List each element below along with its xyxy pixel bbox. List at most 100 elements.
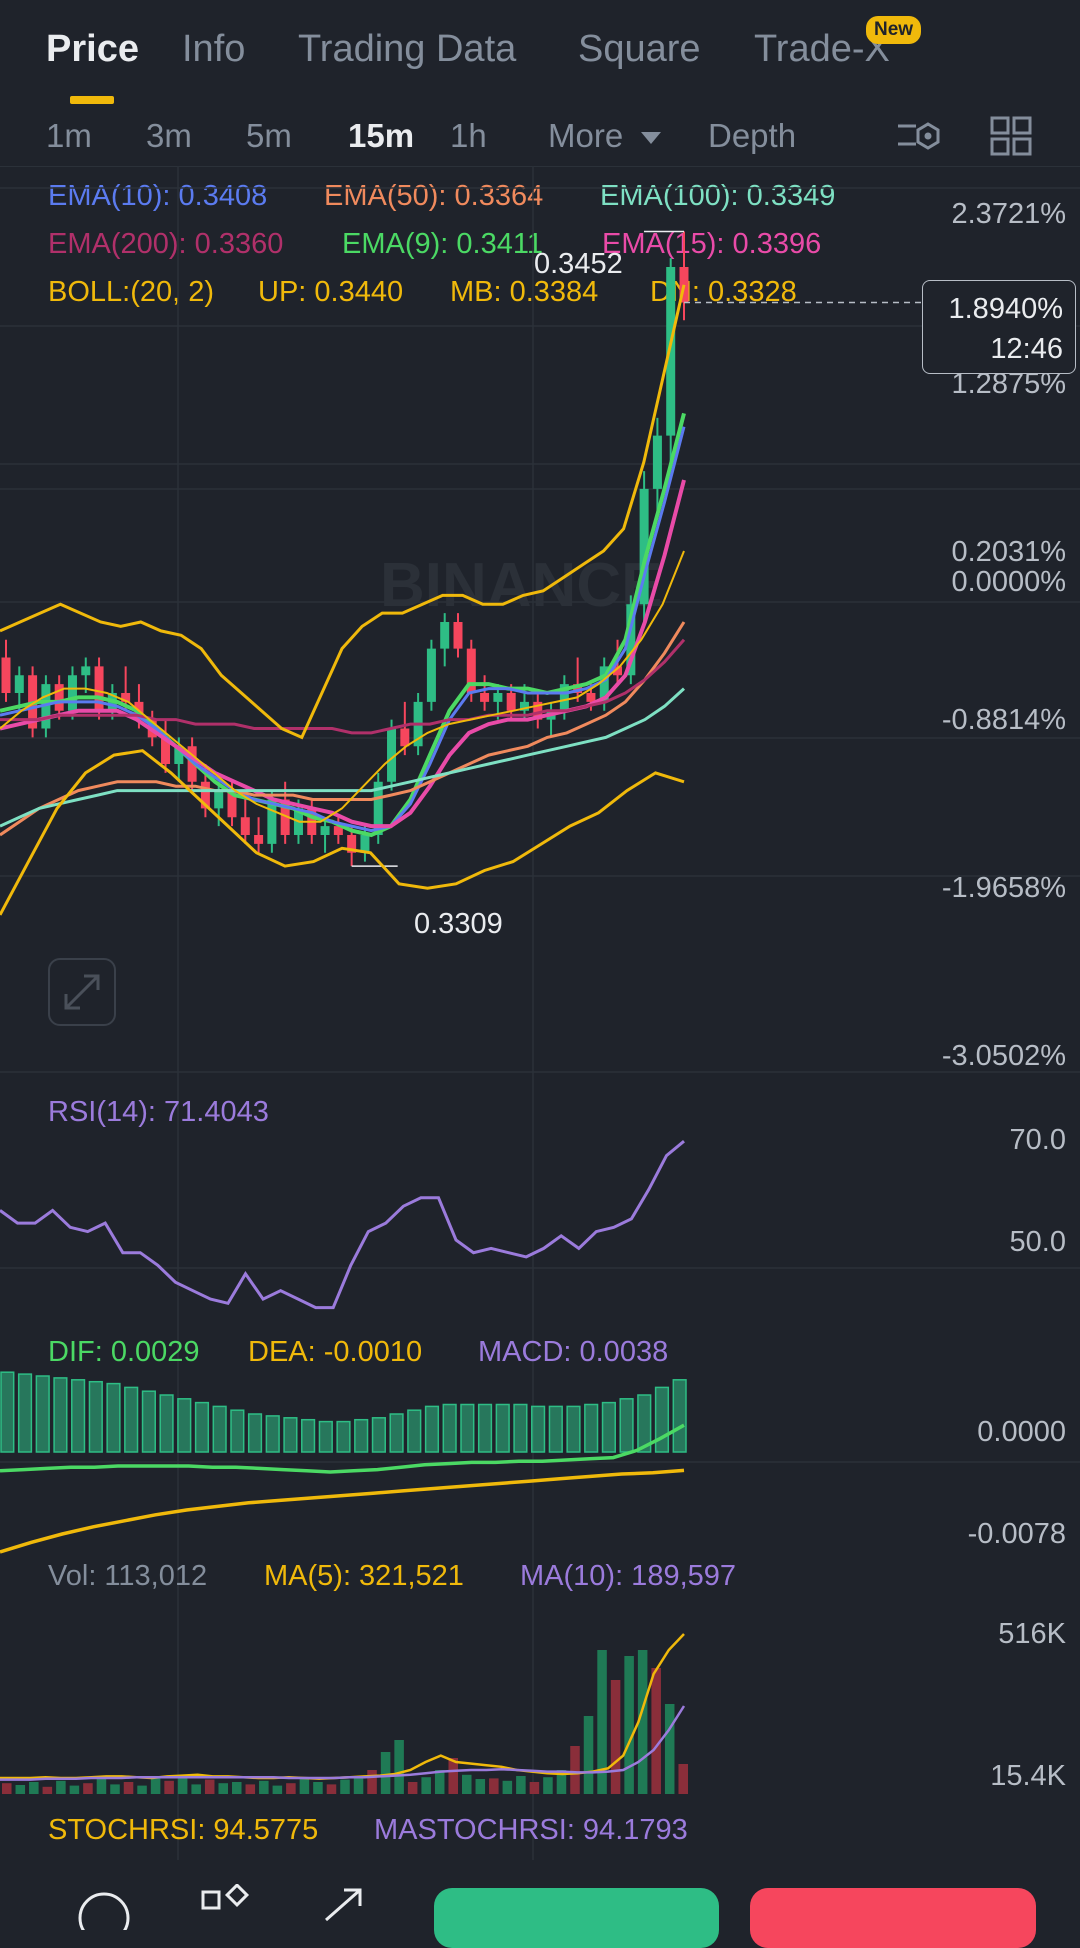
interval-3m[interactable]: 3m — [146, 117, 192, 154]
tab-square[interactable]: Square — [578, 28, 701, 70]
axis-label: -3.0502% — [941, 1040, 1066, 1072]
rsi-axis-label: 70.0 — [1009, 1124, 1066, 1156]
candle-body — [387, 728, 397, 782]
macd-histogram-bar — [283, 1417, 298, 1453]
volume-bar — [462, 1774, 472, 1794]
price-chart[interactable]: BINANCE — [0, 166, 1080, 1860]
legend-ema15: EMA(15): 0.3396 — [602, 228, 822, 260]
layout-grid-icon[interactable] — [990, 116, 1032, 156]
legend-ema9: EMA(9): 0.3411 — [342, 228, 543, 260]
sell-button[interactable] — [750, 1888, 1036, 1948]
macd-histogram-bar — [230, 1409, 245, 1453]
macd-histogram-bar — [548, 1405, 563, 1453]
volume-bar — [286, 1783, 296, 1794]
interval-1h[interactable]: 1h — [450, 117, 487, 154]
bottom-action-bar — [0, 1860, 1080, 1948]
candle-body — [626, 604, 636, 676]
tab-price[interactable]: Price — [46, 28, 139, 70]
vol-axis-label: 15.4K — [990, 1760, 1066, 1792]
macd-histogram-bar — [88, 1380, 103, 1453]
macd-histogram-bar — [212, 1405, 227, 1453]
candle-body — [652, 435, 662, 489]
macd-histogram-bar — [177, 1398, 192, 1453]
volume-bar — [96, 1779, 107, 1794]
legend-vol: Vol: 113,012 — [48, 1560, 208, 1592]
candle-body — [519, 701, 529, 711]
macd-histogram-bar — [654, 1386, 670, 1453]
candle-body — [81, 666, 91, 676]
tab-trading-data[interactable]: Trading Data — [298, 28, 517, 70]
volume-bar — [299, 1778, 310, 1794]
macd-histogram-bar — [124, 1386, 139, 1453]
candle-body — [333, 826, 343, 835]
volume-bar — [110, 1784, 120, 1794]
volume-bar — [475, 1779, 486, 1794]
volume-bar — [56, 1780, 66, 1794]
buy-button[interactable] — [434, 1888, 719, 1948]
volume-bar — [529, 1782, 540, 1794]
candle-body — [506, 693, 516, 711]
chat-icon[interactable] — [76, 1890, 132, 1930]
candle-body — [227, 790, 237, 818]
low-price-label: 0.3309 — [414, 908, 503, 940]
share-icon[interactable] — [320, 1884, 372, 1924]
vol-ma10-line — [0, 1705, 686, 1781]
volume-bar — [150, 1776, 161, 1794]
axis-label: 0.2031% — [951, 536, 1067, 568]
tab-info[interactable]: Info — [182, 28, 246, 70]
volume-bar — [191, 1784, 201, 1794]
volume-bar — [15, 1785, 26, 1794]
vol-axis-label: 516K — [998, 1618, 1066, 1650]
axis-label: -0.8814% — [941, 704, 1066, 736]
candle-countdown: 12:46 — [990, 333, 1063, 365]
macd-axis-label: -0.0078 — [967, 1518, 1066, 1550]
candle-body — [573, 684, 583, 693]
volume-bar — [123, 1782, 134, 1794]
expand-icon — [64, 974, 100, 1010]
more-dropdown[interactable]: More — [548, 106, 662, 166]
volume-bar — [664, 1704, 675, 1794]
volume-bar — [502, 1780, 513, 1794]
volume-bar — [610, 1680, 621, 1794]
volume-bar — [543, 1777, 553, 1794]
macd-histogram-bar — [531, 1405, 546, 1453]
interval-15m[interactable]: 15m — [348, 117, 415, 154]
macd-histogram-bar — [318, 1420, 333, 1453]
chart-settings-icon[interactable] — [896, 118, 942, 154]
volume-bar — [583, 1716, 594, 1794]
candle-body — [466, 648, 476, 693]
widgets-icon[interactable] — [200, 1884, 252, 1924]
macd-histogram-bar — [247, 1413, 263, 1453]
macd-histogram-bar — [159, 1394, 174, 1453]
legend-vol-ma10: MA(10): 189,597 — [520, 1560, 737, 1592]
candle-body — [440, 622, 450, 649]
macd-histogram-bar — [336, 1420, 351, 1453]
interval-1m[interactable]: 1m — [46, 117, 92, 154]
macd-histogram-bar — [513, 1403, 528, 1453]
volume-bar — [597, 1650, 607, 1794]
volume-bar — [177, 1777, 188, 1794]
fullscreen-button[interactable] — [48, 958, 116, 1026]
boll-mb-line — [0, 550, 685, 823]
volume-bar — [340, 1779, 350, 1794]
legend-ema200: EMA(200): 0.3360 — [48, 228, 284, 260]
candle-body — [400, 728, 410, 747]
volume-bar — [218, 1783, 228, 1794]
candle-body — [493, 693, 503, 702]
interval-5m[interactable]: 5m — [246, 117, 292, 154]
ema-line — [0, 621, 686, 837]
candle-body — [1, 657, 11, 693]
candle-body — [599, 666, 609, 702]
volume-bar — [313, 1782, 323, 1794]
macd-dea-line — [0, 1468, 685, 1554]
volume-bar — [421, 1777, 431, 1794]
candle-body — [453, 622, 463, 649]
interval-bar: 1m 3m 5m 15m 1h More Depth — [0, 106, 1080, 167]
macd-histogram-bar — [495, 1403, 510, 1453]
watermark-text: BINANCE — [380, 551, 662, 620]
macd-axis-label: 0.0000 — [977, 1416, 1066, 1448]
legend-boll: BOLL:(20, 2) — [48, 276, 215, 308]
tab-depth[interactable]: Depth — [708, 117, 797, 154]
macd-histogram-bar — [354, 1418, 369, 1453]
macd-histogram-bar — [442, 1403, 457, 1453]
